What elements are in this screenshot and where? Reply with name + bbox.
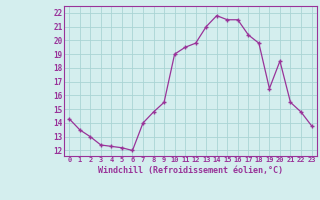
X-axis label: Windchill (Refroidissement éolien,°C): Windchill (Refroidissement éolien,°C) (98, 166, 283, 175)
